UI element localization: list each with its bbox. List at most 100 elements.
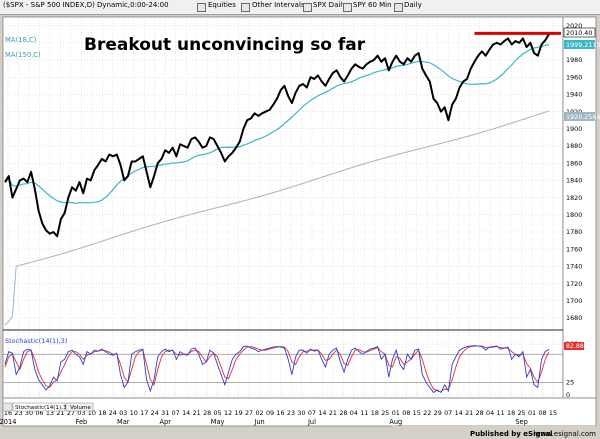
- date-tick-label: 18: [507, 409, 515, 417]
- date-tick-label: 08: [538, 409, 546, 417]
- date-tick-label: 13: [46, 409, 54, 417]
- tab-spy-60min[interactable]: SPY 60 Min: [353, 1, 392, 9]
- price-tick-label: 1700: [566, 297, 582, 305]
- footer-bar: [392, 426, 596, 439]
- price-tick-label: 1780: [566, 228, 582, 236]
- intervals-icon: [241, 3, 250, 12]
- date-tick-label: 01: [528, 409, 536, 417]
- date-tick-label: 06: [35, 409, 43, 417]
- tab-volume[interactable]: [65, 402, 94, 412]
- ma150-line: [4, 110, 550, 326]
- date-tick-label: 07: [444, 409, 452, 417]
- price-tick-label: 1840: [566, 177, 582, 185]
- stochastic-tick-label: 25: [566, 378, 574, 386]
- date-tick-label: 18: [98, 409, 106, 417]
- date-tick-label: 27: [67, 409, 75, 417]
- date-tick-label: 11: [497, 409, 505, 417]
- month-label: Jun: [253, 418, 264, 426]
- price-tick-label: 1720: [566, 280, 582, 288]
- date-tick-label: 04: [350, 409, 358, 417]
- date-tick-label: 01: [392, 409, 400, 417]
- date-tick-label: 16: [276, 409, 284, 417]
- last-price-value: 2010.40: [566, 29, 592, 37]
- stochastic-value-box: [564, 342, 584, 350]
- stochastic-legend: Stochastic(14(1),3): [5, 337, 67, 345]
- date-tick-label: 17: [140, 409, 148, 417]
- month-label: May: [211, 418, 225, 426]
- price-tick-label: 1740: [566, 263, 582, 271]
- month-labels: 2014 Feb Mar Apr May Jun Jul Aug Sep: [0, 418, 528, 426]
- price-tick-label: 1960: [566, 73, 582, 81]
- ma18-line: [4, 43, 550, 205]
- price-tick-labels: 1680 1700 1720 1740 1760 1780 1800 1820 1840 1860…: [566, 22, 582, 322]
- month-label: Aug: [389, 418, 402, 426]
- date-tick-label: 10: [130, 409, 138, 417]
- stochastic-value: 82.884: [566, 343, 588, 350]
- tab-other-intervals[interactable]: Other Intervals: [252, 1, 305, 9]
- date-tick-label: 07: [172, 409, 180, 417]
- date-tick-label: 14: [318, 409, 326, 417]
- price-tick-label: 2020: [566, 22, 582, 30]
- plot-area: [2, 16, 564, 399]
- date-tick-label: 03: [119, 409, 127, 417]
- svg-text:MA(18,C): MA(18,C): [5, 36, 37, 44]
- date-tick-label: 24: [151, 409, 159, 417]
- ma150-legend: MA(150,C): [5, 51, 41, 59]
- date-tick-label: 30: [297, 409, 305, 417]
- stochastic-tick-label: 0: [566, 391, 570, 399]
- date-tick-label: 04: [486, 409, 494, 417]
- date-tick-label: 23: [287, 409, 295, 417]
- date-tick-label: 21: [329, 409, 337, 417]
- chart-annotation: Breakout unconvincing so far: [84, 35, 366, 55]
- date-tick-label: 21: [56, 409, 64, 417]
- date-tick-label: 10: [88, 409, 96, 417]
- chart-icon: [343, 3, 352, 12]
- month-label: Sep: [515, 418, 527, 426]
- tab-stochastic[interactable]: [12, 402, 66, 412]
- footer-label: Published by eSignal: [470, 430, 553, 438]
- price-tick-label: 1760: [566, 245, 582, 253]
- equities-icon: [197, 3, 206, 12]
- time-axis: [2, 397, 597, 427]
- tab-equities[interactable]: Equities: [208, 1, 236, 9]
- date-tick-label: 30: [25, 409, 33, 417]
- date-tick-label: 15: [549, 409, 557, 417]
- date-tick-label: 18: [371, 409, 379, 417]
- date-tick-label: 25: [381, 409, 389, 417]
- price-tick-label: 1880: [566, 142, 582, 150]
- price-tick-label: 1940: [566, 91, 582, 99]
- date-tick-label: 08: [402, 409, 410, 417]
- date-tick-label: 09: [266, 409, 274, 417]
- tab-daily[interactable]: Daily: [404, 1, 422, 9]
- price-tick-label: 1680: [566, 314, 582, 322]
- price-value-box: [563, 27, 596, 38]
- month-label: Jul: [307, 418, 316, 426]
- date-tick-label: 02: [255, 409, 263, 417]
- tab-scroll-left-button[interactable]: [2, 402, 13, 412]
- symbol-label: ($SPX - S&P 500 INDEX,D) Dynamic,0:00-24…: [3, 1, 169, 9]
- date-tick-label: 07: [308, 409, 316, 417]
- date-tick-label: 22: [423, 409, 431, 417]
- date-tick-labels: 16 23 30 06 13 21 27 03 10 18 24 03 10 17 24 31 07 14 21 28…: [4, 409, 557, 417]
- price-tick-label: 1800: [566, 211, 582, 219]
- date-tick-label: 31: [161, 409, 169, 417]
- date-tick-label: 12: [224, 409, 232, 417]
- date-tick-label: 25: [517, 409, 525, 417]
- price-axis: [562, 16, 597, 399]
- date-tick-label: 28: [203, 409, 211, 417]
- date-tick-label: 28: [476, 409, 484, 417]
- date-tick-label: 14: [182, 409, 190, 417]
- ma18-legend: MA(18,C): [5, 36, 37, 44]
- date-tick-label: 16: [4, 409, 12, 417]
- date-tick-label: 14: [455, 409, 463, 417]
- grid: [3, 17, 563, 398]
- date-tick-label: 03: [77, 409, 85, 417]
- price-tick-label: 1900: [566, 125, 582, 133]
- price-tick-label: 1980: [566, 56, 582, 64]
- date-tick-label: 21: [193, 409, 201, 417]
- ma150-value-box: [564, 112, 595, 121]
- tab-spx-daily[interactable]: SPX Daily: [313, 1, 347, 9]
- toolbar: ($SPX - S&P 500 INDEX,D) Dynamic,0:00-24…: [0, 0, 600, 15]
- price-tick-label: 1860: [566, 159, 582, 167]
- month-label: Apr: [160, 418, 172, 426]
